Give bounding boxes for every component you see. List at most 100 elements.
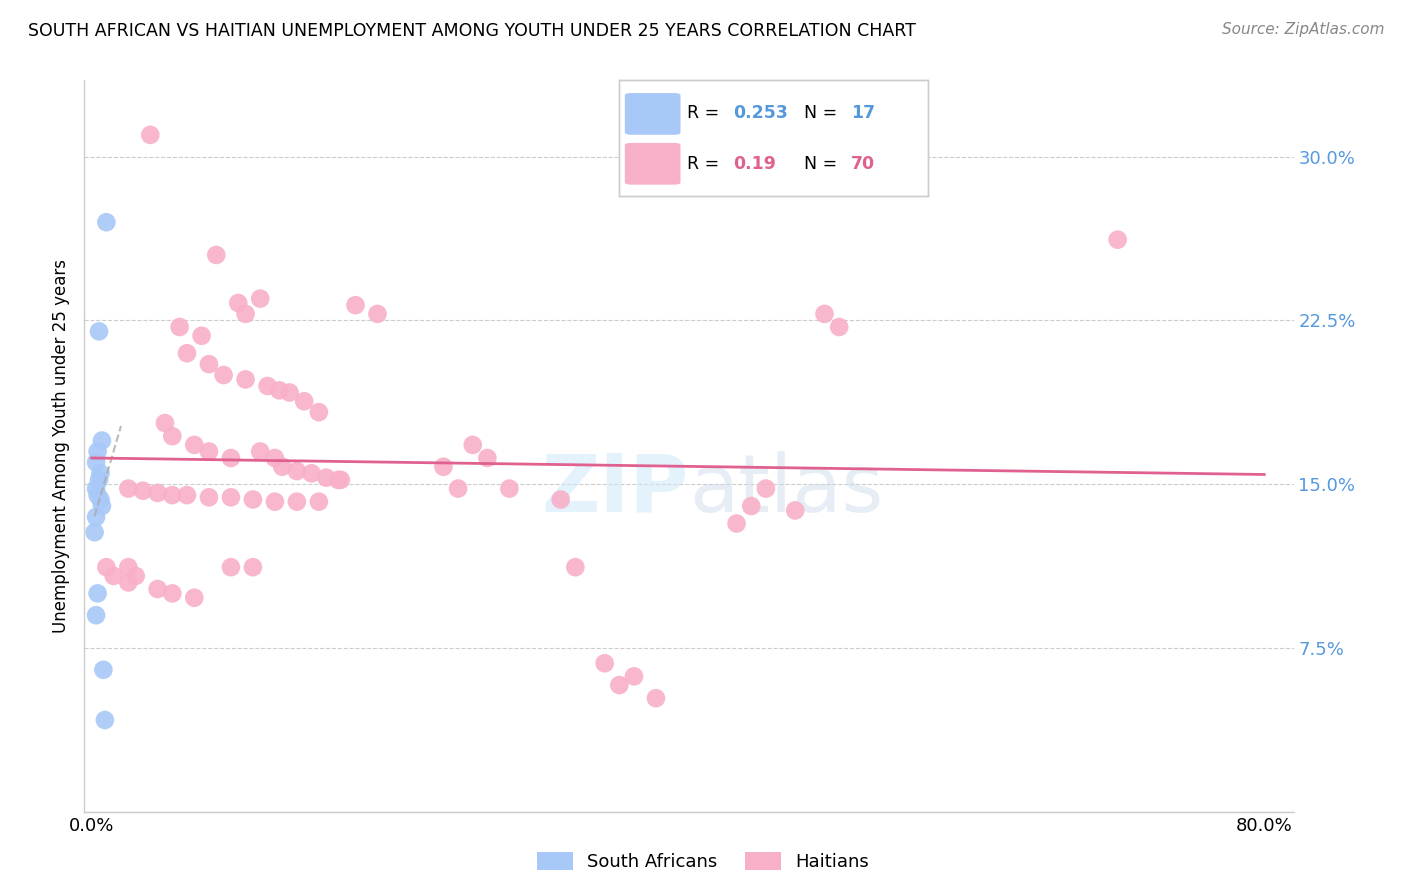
- Point: [308, 494, 330, 508]
- Point: [344, 298, 367, 312]
- Point: [308, 405, 330, 419]
- Text: atlas: atlas: [689, 450, 883, 529]
- Point: [447, 482, 470, 496]
- Point: [169, 320, 191, 334]
- Point: [86, 586, 108, 600]
- FancyBboxPatch shape: [624, 143, 681, 185]
- Point: [235, 307, 257, 321]
- Text: N =: N =: [804, 155, 844, 173]
- Point: [84, 455, 107, 469]
- Point: [86, 444, 108, 458]
- Point: [86, 488, 108, 502]
- Point: [269, 384, 291, 398]
- Point: [162, 488, 184, 502]
- Point: [645, 691, 668, 706]
- Point: [264, 494, 287, 508]
- Point: [623, 669, 645, 683]
- Point: [219, 450, 242, 465]
- Point: [176, 488, 198, 502]
- Text: ZIP: ZIP: [541, 450, 689, 529]
- Point: [285, 494, 308, 508]
- Point: [219, 560, 242, 574]
- Point: [190, 328, 212, 343]
- Point: [96, 215, 118, 229]
- Point: [366, 307, 388, 321]
- Text: 70: 70: [851, 155, 875, 173]
- Point: [91, 434, 114, 448]
- Point: [785, 503, 807, 517]
- Point: [212, 368, 235, 382]
- Point: [139, 128, 162, 142]
- Y-axis label: Unemployment Among Youth under 25 years: Unemployment Among Youth under 25 years: [52, 259, 70, 633]
- Point: [183, 438, 205, 452]
- Point: [256, 379, 278, 393]
- Point: [205, 248, 228, 262]
- Point: [83, 525, 105, 540]
- Point: [1107, 233, 1129, 247]
- Point: [242, 492, 264, 507]
- Point: [271, 459, 294, 474]
- Point: [84, 608, 107, 623]
- Point: [828, 320, 851, 334]
- Point: [94, 713, 117, 727]
- FancyBboxPatch shape: [624, 93, 681, 135]
- Point: [198, 357, 221, 371]
- Point: [285, 464, 308, 478]
- Point: [117, 482, 139, 496]
- Text: R =: R =: [686, 155, 724, 173]
- Point: [103, 569, 125, 583]
- Point: [461, 438, 484, 452]
- Point: [91, 499, 114, 513]
- Point: [755, 482, 778, 496]
- Point: [176, 346, 198, 360]
- Point: [498, 482, 520, 496]
- Legend: South Africans, Haitians: South Africans, Haitians: [530, 845, 876, 879]
- Point: [117, 560, 139, 574]
- Point: [249, 292, 271, 306]
- Point: [550, 492, 572, 507]
- Point: [93, 663, 115, 677]
- Point: [89, 492, 111, 507]
- Point: [219, 491, 242, 505]
- Point: [87, 473, 110, 487]
- Text: Source: ZipAtlas.com: Source: ZipAtlas.com: [1222, 22, 1385, 37]
- Point: [153, 416, 176, 430]
- Point: [117, 575, 139, 590]
- Point: [301, 467, 323, 481]
- Text: SOUTH AFRICAN VS HAITIAN UNEMPLOYMENT AMONG YOUTH UNDER 25 YEARS CORRELATION CHA: SOUTH AFRICAN VS HAITIAN UNEMPLOYMENT AM…: [28, 22, 915, 40]
- Point: [813, 307, 835, 321]
- Point: [162, 429, 184, 443]
- Point: [162, 586, 184, 600]
- Point: [84, 510, 107, 524]
- Point: [264, 450, 287, 465]
- Point: [96, 560, 118, 574]
- Point: [278, 385, 301, 400]
- Point: [226, 296, 249, 310]
- Point: [235, 372, 257, 386]
- Point: [84, 482, 107, 496]
- Point: [89, 467, 111, 481]
- Point: [198, 491, 221, 505]
- Point: [124, 569, 146, 583]
- Point: [477, 450, 499, 465]
- Point: [326, 473, 349, 487]
- Point: [740, 499, 762, 513]
- Text: R =: R =: [686, 103, 724, 121]
- Point: [146, 582, 169, 596]
- Point: [593, 657, 616, 671]
- Point: [132, 483, 155, 498]
- Point: [242, 560, 264, 574]
- Text: 17: 17: [851, 103, 875, 121]
- Text: 0.253: 0.253: [733, 103, 787, 121]
- Point: [146, 486, 169, 500]
- Point: [198, 444, 221, 458]
- Point: [292, 394, 315, 409]
- Point: [183, 591, 205, 605]
- Point: [329, 473, 352, 487]
- Text: N =: N =: [804, 103, 844, 121]
- Point: [249, 444, 271, 458]
- Text: 0.19: 0.19: [733, 155, 776, 173]
- Point: [564, 560, 586, 574]
- Point: [607, 678, 630, 692]
- Point: [315, 470, 337, 484]
